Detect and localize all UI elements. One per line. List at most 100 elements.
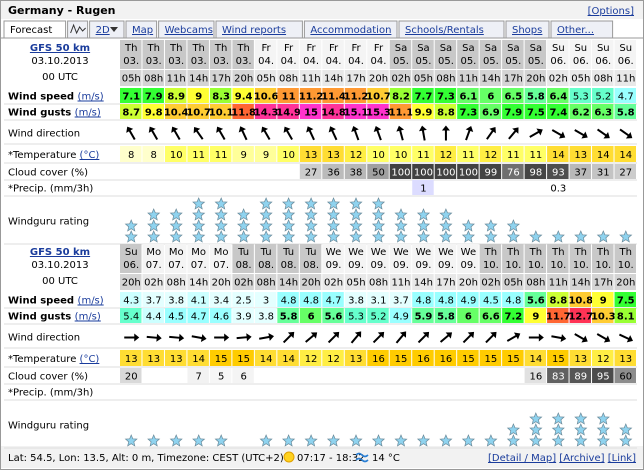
unit-link[interactable]: (m/s) [78,92,104,103]
wind-cell [299,292,322,307]
row-label-text: Wind direction [8,333,80,344]
tab[interactable] [158,20,215,39]
rating-stars [214,197,228,243]
temp-cell [344,146,367,162]
day-header-cell [614,244,636,273]
tab-label[interactable]: Other... [557,25,594,36]
footer-links: [Detail / Map] [Archive] [Link] [488,453,636,464]
hour-label: 05h [257,74,276,85]
unit-link[interactable]: (°C) [80,150,100,161]
rating-stars [282,434,296,447]
tab[interactable] [303,20,398,39]
wind-value: 3.8 [168,296,184,307]
wind-cell [142,104,164,119]
wind-value: 6 [465,312,472,323]
hour-label: 08h [526,278,545,289]
wind-value: 4.9 [393,312,409,323]
day-label: Th [124,43,137,54]
hour-cell [614,274,636,290]
tab-label[interactable]: Webcams [165,25,213,36]
tab-label[interactable]: Forecast [10,25,52,36]
unit-link[interactable]: (m/s) [75,108,101,119]
tab[interactable] [550,20,614,39]
arrow-head [351,125,359,133]
tab-label[interactable]: Map [132,25,153,36]
cloud-cell [569,164,592,179]
star [237,230,251,243]
wind-arrow [373,125,382,141]
hour-label: 11h [549,278,568,289]
model-link[interactable]: GFS 50 km [30,247,90,258]
star [416,208,431,221]
wind-value: 6 [487,92,494,103]
day-header-cell [457,40,479,69]
wind-arrow [574,333,588,343]
wind-cell [547,88,569,103]
title-bar [1,1,643,19]
hour-cell [254,274,277,290]
wind-arrow [169,333,185,342]
tab[interactable] [505,20,550,39]
footer-link[interactable]: [Link] [608,453,636,464]
day-header-cell [389,40,412,69]
tab-label[interactable]: Shops [512,25,542,36]
hour-cell [209,274,232,290]
wind-cell [524,88,547,103]
star [506,423,520,436]
unit-link[interactable]: (m/s) [75,312,101,323]
temp-cell [322,350,344,366]
star [371,208,386,221]
wind-value: 6.1 [460,92,478,103]
tab-label[interactable]: Wind reports [222,25,286,36]
date-label: 03. [191,56,207,67]
cloud-value: 100 [436,168,455,179]
wind-value: 7.4 [549,108,567,119]
wind-value: 5.6 [325,312,343,323]
day-header-cell [322,40,344,69]
model-link[interactable]: GFS 50 km [30,43,90,54]
tab[interactable] [3,20,67,39]
date-label: 05. [416,56,432,67]
tab[interactable] [89,20,125,39]
hour-cell [412,70,434,86]
star [371,434,386,447]
day-label: Th [191,43,204,54]
temp-cell [164,350,187,366]
tab-label[interactable]: Accommodation [310,25,391,36]
date-label: 03. [168,56,184,67]
tab-label[interactable]: 2D [96,25,110,36]
wind-value: 8.1 [617,312,635,323]
hour-cell [479,274,502,290]
wind-cell [209,292,232,307]
unit-link[interactable]: (m/s) [78,296,104,307]
footer-link[interactable]: [Detail / Map] [488,453,556,464]
tab[interactable] [215,20,303,39]
hour-label: 17h [436,278,455,289]
arrow-head [536,128,543,136]
cloud-cell [209,368,232,383]
footer-link[interactable]: [Archive] [559,453,604,464]
wind-cell [389,88,412,103]
wind-arrow [618,333,634,343]
arrow-head [377,331,385,339]
rating-stars [214,434,228,447]
hour-label: 11h [302,74,321,85]
row-label: Wind direction [8,333,80,344]
star [551,423,565,436]
temp-cell [277,146,299,162]
day-label: Th [146,43,159,54]
precip-value: 1 [420,184,426,195]
unit-link[interactable]: (°C) [80,354,100,365]
tab[interactable] [125,20,158,39]
wind-value: 12.7 [568,312,593,323]
temp-value: 8 [151,150,157,161]
temp-value: 9 [240,150,246,161]
wind-arrow [191,334,207,342]
cloud-value: 36 [327,168,340,179]
options-link[interactable]: [Options] [588,6,634,17]
tab[interactable] [67,20,89,39]
tab-label[interactable]: Schools/Rentals [405,25,484,36]
row-label-text: Wind speed [8,92,74,103]
tab[interactable] [398,20,505,39]
